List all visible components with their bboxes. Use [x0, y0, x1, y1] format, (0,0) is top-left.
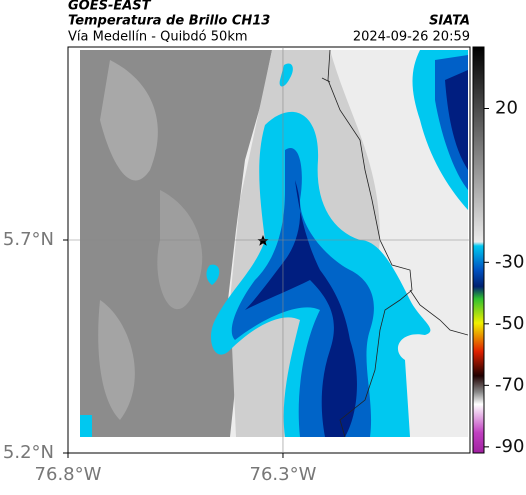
colorbar-tick-label: -30 — [495, 251, 524, 272]
x-tick-label: 76.8°W — [35, 464, 102, 485]
y-tick-label: 5.2°N — [3, 442, 54, 463]
colorbar-tick-label: -50 — [495, 313, 524, 334]
colorbar-tick-label: 20 — [495, 98, 518, 119]
x-tick-label: 76.3°W — [250, 464, 317, 485]
route-label: Vía Medellín - Quibdó 50km — [68, 30, 248, 45]
source-label: SIATA — [429, 14, 470, 29]
title: GOES-EAST — [68, 0, 152, 14]
y-tick-label: 5.7°N — [3, 229, 54, 250]
timestamp: 2024-09-26 20:59 — [353, 30, 470, 45]
map-frame — [67, 46, 471, 454]
satellite-image — [80, 50, 468, 437]
city-marker — [257, 235, 269, 246]
colorbar-tick-label: -70 — [495, 374, 524, 395]
colorbar — [472, 46, 485, 454]
colorbar-tick-label: -90 — [495, 436, 524, 457]
subtitle: Temperatura de Brillo CH13 — [68, 14, 270, 29]
